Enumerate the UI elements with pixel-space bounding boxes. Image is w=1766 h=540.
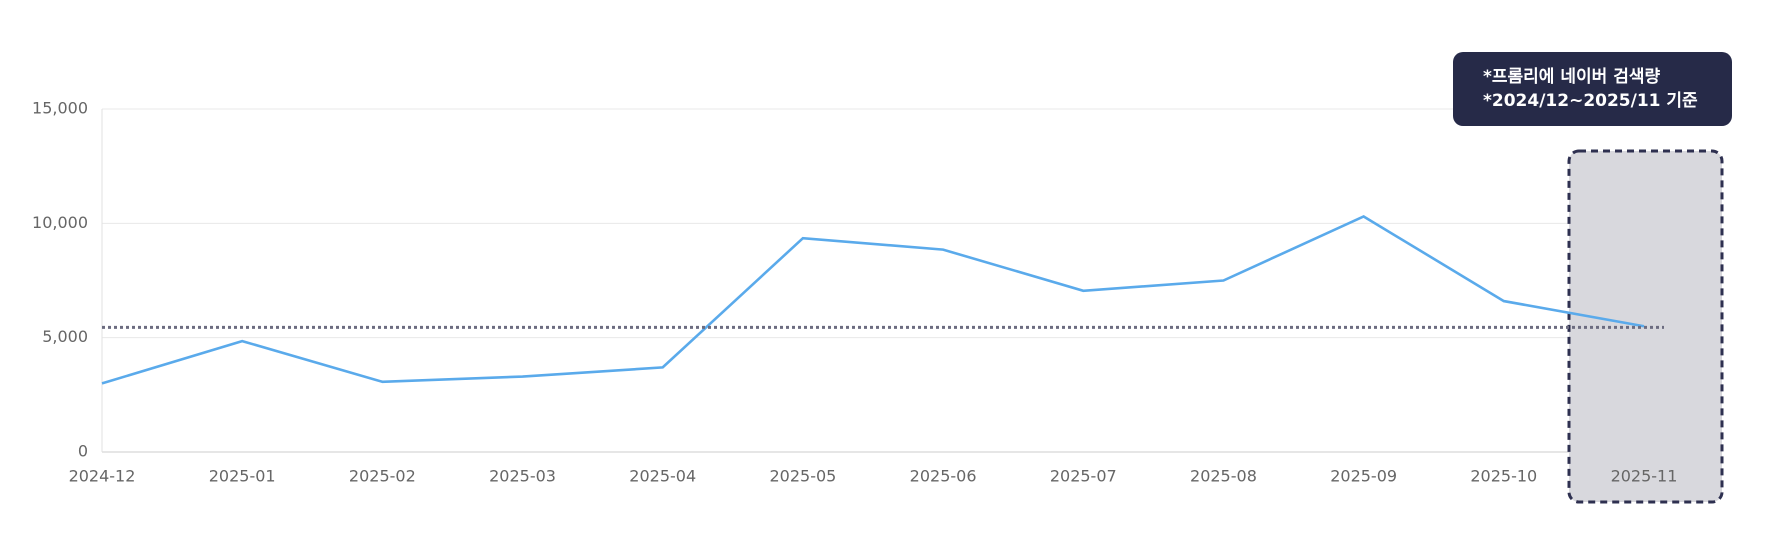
x-tick-label: 2024-12 [69, 467, 136, 486]
x-tick-label: 2025-02 [349, 467, 416, 486]
x-tick-label: 2025-05 [769, 467, 836, 486]
x-tick-label: 2025-04 [629, 467, 696, 486]
y-tick-label: 15,000 [32, 99, 88, 118]
x-tick-label: 2025-09 [1330, 467, 1397, 486]
x-tick-label: 2025-06 [910, 467, 977, 486]
x-tick-label: 2025-01 [209, 467, 276, 486]
x-tick-label: 2025-03 [489, 467, 556, 486]
annotation: *2024/12~2025/11 기준 [1483, 91, 1698, 111]
y-tick-label: 5,000 [42, 327, 88, 346]
y-tick-label: 0 [78, 442, 88, 461]
annotation-box [1453, 52, 1732, 126]
x-tick-label: 2025-08 [1190, 467, 1257, 486]
x-tick-label: 2025-11 [1611, 467, 1678, 486]
x-tick-label: 2025-07 [1050, 467, 1117, 486]
y-tick-label: 10,000 [32, 213, 88, 232]
annotation: *프롬리에 네이버 검색량 [1483, 67, 1660, 87]
data-line [101, 215, 1645, 385]
x-tick-label: 2025-10 [1470, 467, 1537, 486]
